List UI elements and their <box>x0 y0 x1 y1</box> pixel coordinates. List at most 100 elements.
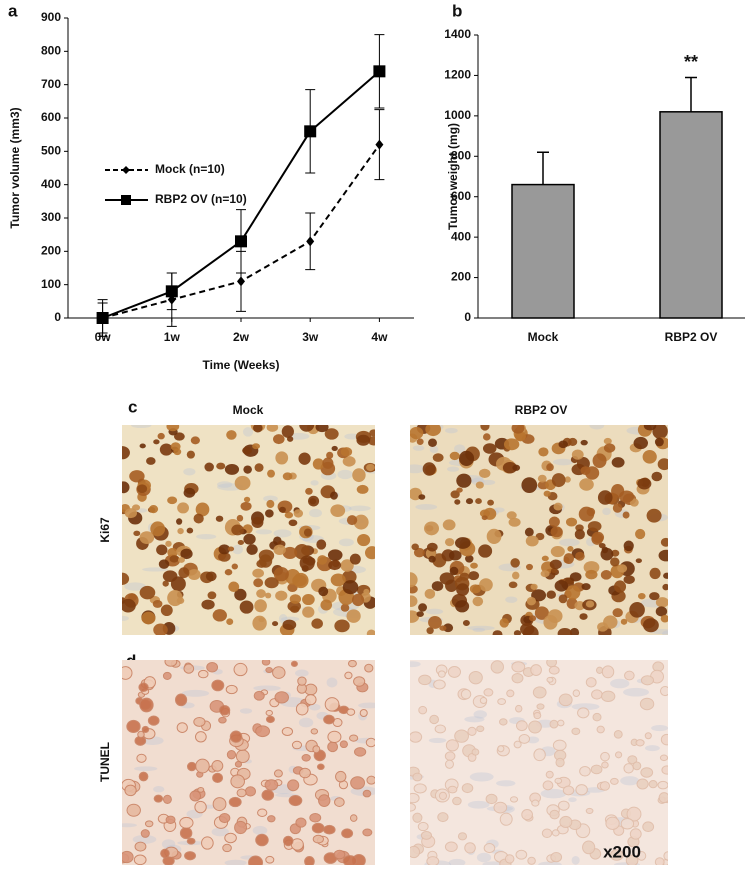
cell <box>327 741 339 753</box>
cell <box>302 606 315 618</box>
stroma <box>644 745 660 752</box>
cell <box>620 817 635 830</box>
cell <box>642 450 657 464</box>
cell <box>265 667 273 674</box>
cell <box>597 490 613 505</box>
cell <box>299 425 315 432</box>
cell <box>635 528 646 540</box>
cell <box>623 763 634 774</box>
cell <box>545 770 554 779</box>
cell <box>642 821 655 832</box>
cell <box>554 777 563 784</box>
cell <box>189 790 202 802</box>
y-tick-label: 800 <box>41 44 61 58</box>
cell <box>411 543 419 551</box>
cell <box>248 855 264 865</box>
cell <box>410 610 420 623</box>
column-title: RBP2 OV <box>515 403 568 417</box>
cell <box>304 694 317 706</box>
cell <box>312 834 324 844</box>
cell <box>349 734 359 742</box>
cell <box>613 730 623 739</box>
cell <box>472 596 484 607</box>
cell <box>318 586 329 597</box>
micrograph <box>410 425 668 635</box>
cell <box>153 439 160 445</box>
cell <box>410 792 420 804</box>
cell <box>515 720 528 732</box>
cell <box>660 614 668 623</box>
stroma <box>538 861 562 865</box>
cell <box>585 569 598 580</box>
stroma <box>196 533 217 540</box>
cell <box>518 734 531 744</box>
cell <box>246 544 258 555</box>
cell <box>595 666 604 674</box>
cell <box>433 679 446 690</box>
cell <box>410 426 424 440</box>
cell <box>169 555 179 563</box>
cell <box>447 666 462 678</box>
cell <box>359 708 368 718</box>
cell <box>157 432 165 440</box>
cell <box>480 425 490 431</box>
cell <box>428 438 437 447</box>
y-tick-label: 600 <box>451 189 471 203</box>
cell <box>257 808 268 817</box>
cell <box>437 670 446 678</box>
cell <box>318 794 331 808</box>
x-tick-label: 4w <box>371 330 388 344</box>
cell <box>625 854 639 865</box>
cell <box>340 559 354 572</box>
cell <box>526 596 536 606</box>
cell <box>122 481 130 494</box>
cell <box>301 754 311 762</box>
cell <box>205 571 217 582</box>
stroma <box>161 839 176 849</box>
cell <box>234 760 243 768</box>
cell <box>256 589 266 598</box>
cell <box>549 809 560 820</box>
y-tick-label: 0 <box>464 310 471 324</box>
cell <box>410 595 418 607</box>
cell <box>274 691 289 704</box>
cell <box>195 502 210 517</box>
stroma <box>552 458 574 466</box>
cell <box>226 618 234 626</box>
row-label: Ki67 <box>98 517 112 543</box>
cell <box>265 509 274 518</box>
cell <box>350 776 366 790</box>
cell <box>479 697 488 704</box>
cell <box>577 707 590 719</box>
cell <box>304 856 315 865</box>
cell <box>648 780 658 789</box>
cell <box>158 559 170 569</box>
cell <box>315 425 329 433</box>
cell <box>180 548 193 560</box>
cell <box>581 583 591 591</box>
cell <box>133 530 141 537</box>
cell <box>309 498 317 505</box>
cell <box>291 740 303 750</box>
cell <box>413 783 427 794</box>
cell <box>452 796 462 806</box>
stroma <box>131 425 152 429</box>
cell <box>612 608 623 618</box>
error-bar <box>537 151 549 185</box>
stroma <box>467 800 490 809</box>
stroma <box>473 710 487 719</box>
cell <box>633 436 648 450</box>
cell <box>462 620 470 626</box>
cell <box>259 554 273 568</box>
stroma <box>142 567 169 572</box>
cell <box>316 539 327 550</box>
cell <box>236 514 244 522</box>
cell <box>543 615 558 630</box>
cell <box>273 566 289 582</box>
cell <box>146 457 156 465</box>
cell <box>352 468 366 483</box>
cell <box>579 613 588 620</box>
cell <box>295 817 307 828</box>
cell <box>237 539 245 545</box>
cell <box>467 726 477 736</box>
